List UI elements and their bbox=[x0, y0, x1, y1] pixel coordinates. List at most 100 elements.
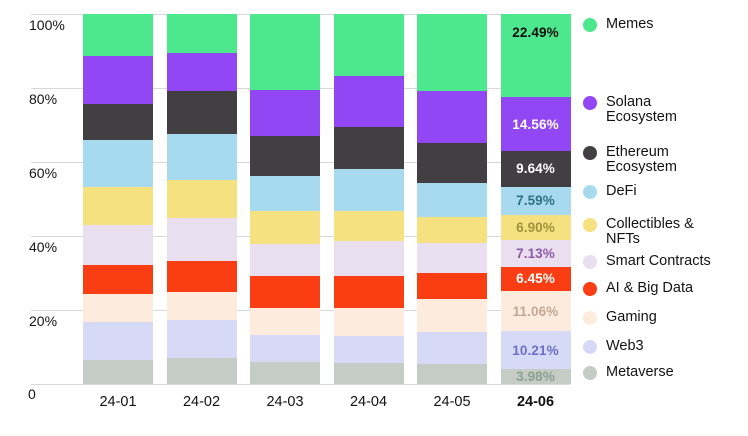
legend-item: Gaming bbox=[583, 310, 745, 325]
legend-dot-icon bbox=[583, 18, 597, 32]
bar-segment bbox=[166, 260, 237, 292]
bar-segment: 6.45% bbox=[500, 266, 571, 291]
y-tick-label: 20% bbox=[29, 313, 58, 329]
x-tick-label: 24-02 bbox=[182, 394, 221, 410]
bar-segment bbox=[250, 211, 320, 244]
legend-dot-icon bbox=[583, 146, 597, 160]
legend-item: Web3 bbox=[583, 339, 745, 354]
bar-segment bbox=[417, 331, 487, 365]
bar-segment bbox=[83, 264, 153, 294]
bar-segment: 6.90% bbox=[500, 214, 571, 241]
bar-segment bbox=[250, 335, 320, 363]
bar-segment bbox=[333, 362, 404, 384]
bar-segment bbox=[417, 182, 487, 217]
bar-segment: 22.49% bbox=[500, 14, 571, 98]
bar-segment bbox=[166, 357, 237, 384]
bar-segment bbox=[333, 240, 404, 277]
legend-item: Memes bbox=[583, 17, 745, 32]
legend-label: Collectibles & NFTs bbox=[606, 216, 694, 247]
y-tick-label: 40% bbox=[29, 239, 58, 255]
bar-segment bbox=[417, 243, 487, 274]
bar-segment bbox=[333, 169, 404, 211]
bar-segment bbox=[250, 243, 320, 277]
bar-segment bbox=[166, 291, 237, 320]
segment-value-label: 7.59% bbox=[516, 193, 555, 209]
legend-item: Collectibles & NFTs bbox=[583, 217, 745, 247]
legend-item: Metaverse bbox=[583, 365, 745, 380]
legend-dot-icon bbox=[583, 218, 597, 232]
bar-segment bbox=[417, 273, 487, 300]
bar-segment bbox=[83, 322, 153, 360]
legend-item: Solana Ecosystem bbox=[583, 95, 745, 125]
legend-item: DeFi bbox=[583, 184, 745, 199]
bar-24-04 bbox=[333, 14, 404, 384]
bar-segment bbox=[83, 55, 153, 105]
bar-segment bbox=[333, 76, 404, 128]
legend-dot-icon bbox=[583, 96, 597, 110]
x-tick-label: 24-05 bbox=[433, 394, 471, 410]
bar-segment bbox=[83, 224, 153, 265]
bar-segment bbox=[333, 127, 404, 170]
segment-value-label: 14.56% bbox=[512, 116, 559, 132]
y-tick-label: 80% bbox=[29, 91, 58, 107]
legend-label: AI & Big Data bbox=[606, 280, 694, 296]
y-origin-label: 0 bbox=[28, 386, 36, 402]
bar-segment: 7.59% bbox=[500, 186, 571, 215]
x-tick-label: 24-06 bbox=[516, 394, 555, 410]
bar-segment bbox=[83, 104, 153, 140]
bar-segment: 14.56% bbox=[500, 97, 571, 152]
bar-segment bbox=[250, 176, 320, 212]
segment-value-label: 11.06% bbox=[512, 303, 559, 319]
bar-segment bbox=[166, 319, 237, 358]
bar-24-03 bbox=[250, 14, 320, 384]
legend-dot-icon bbox=[583, 366, 597, 380]
segment-value-label: 9.64% bbox=[516, 161, 555, 177]
bar-segment bbox=[333, 335, 404, 363]
legend-dot-icon bbox=[583, 311, 597, 325]
y-tick-label: 60% bbox=[29, 165, 58, 181]
bar-segment bbox=[250, 276, 320, 309]
bar-24-05 bbox=[417, 14, 487, 384]
bar-segment bbox=[333, 276, 404, 308]
legend-dot-icon bbox=[583, 185, 597, 199]
bar-segment bbox=[250, 362, 320, 384]
segment-value-label: 22.49% bbox=[512, 25, 559, 40]
bar-24-02 bbox=[166, 14, 237, 384]
legend-label: DeFi bbox=[606, 183, 637, 199]
bar-segment bbox=[417, 14, 487, 92]
bar-segment bbox=[83, 139, 153, 188]
bar-segment bbox=[166, 179, 237, 219]
segment-value-label: 7.13% bbox=[516, 246, 555, 261]
bar-24-01 bbox=[83, 14, 153, 384]
bar-segment: 11.06% bbox=[500, 290, 571, 332]
x-tick-label: 24-03 bbox=[266, 394, 304, 410]
legend-label: Solana Ecosystem bbox=[606, 94, 677, 125]
bar-segment bbox=[333, 307, 404, 336]
legend-label: Memes bbox=[606, 16, 654, 32]
bar-segment bbox=[333, 211, 404, 241]
legend-dot-icon bbox=[583, 282, 597, 296]
bar-segment bbox=[83, 14, 153, 56]
bar-segment: 7.13% bbox=[500, 240, 571, 267]
bar-24-06: 22.49% 14.56% 9.64% 7.59% 6.90% 7.13% 6.45% 11.… bbox=[500, 14, 571, 385]
segment-value-label: 6.90% bbox=[516, 220, 555, 236]
x-tick-label: 24-01 bbox=[99, 394, 137, 410]
x-tick-label: 24-04 bbox=[349, 394, 388, 410]
legend-label: Smart Contracts bbox=[606, 253, 711, 269]
legend-label: Gaming bbox=[606, 309, 657, 325]
bar-segment bbox=[417, 91, 487, 144]
bar-segment bbox=[250, 89, 320, 137]
bar-segment bbox=[83, 187, 153, 225]
bar-segment bbox=[250, 14, 320, 90]
bar-segment bbox=[250, 136, 320, 177]
segment-value-label: 3.98% bbox=[516, 369, 555, 385]
bar-segment bbox=[166, 134, 237, 180]
bar-segment: 3.98% bbox=[500, 369, 571, 385]
bar-segment bbox=[166, 218, 237, 261]
bar-segment: 9.64% bbox=[500, 151, 571, 187]
legend-label: Metaverse bbox=[606, 364, 674, 380]
legend-label: Ethereum Ecosystem bbox=[606, 144, 677, 175]
legend-item: Smart Contracts bbox=[583, 254, 745, 269]
legend-label: Web3 bbox=[606, 338, 644, 354]
